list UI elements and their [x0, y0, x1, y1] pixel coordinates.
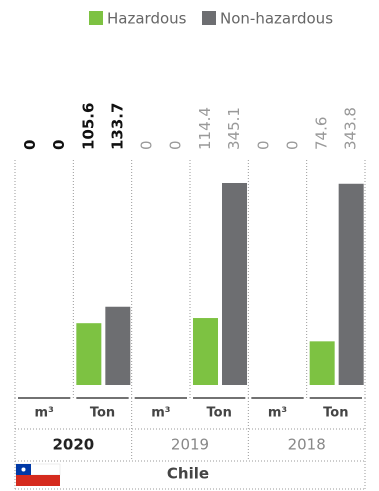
- legend-label: Non-hazardous: [220, 10, 333, 28]
- value-label: 0: [50, 140, 68, 150]
- value-label: 0: [283, 140, 301, 150]
- bar: [222, 183, 247, 385]
- legend-label: Hazardous: [107, 10, 187, 28]
- bar: [105, 306, 131, 385]
- unit-label: Ton: [323, 406, 348, 421]
- value-label: 133.7: [108, 103, 126, 150]
- year-label: 2019: [171, 436, 209, 454]
- bar: [193, 318, 218, 385]
- country-label: Chile: [167, 465, 209, 483]
- bar: [309, 341, 335, 385]
- value-label: 105.6: [79, 103, 97, 150]
- unit-label: m³: [35, 406, 54, 421]
- value-label: 345.1: [225, 107, 243, 150]
- bar: [76, 323, 102, 385]
- value-label: 0: [138, 140, 156, 150]
- unit-label: m³: [151, 406, 170, 421]
- year-label: 2018: [288, 436, 326, 454]
- legend-swatch: [202, 11, 216, 25]
- value-label: 343.8: [342, 107, 360, 150]
- value-label: 0: [21, 140, 39, 150]
- value-label: 114.4: [196, 107, 214, 150]
- unit-label: Ton: [207, 406, 232, 421]
- value-label: 0: [254, 140, 272, 150]
- legend-swatch: [89, 11, 103, 25]
- flag: [15, 463, 61, 486]
- year-label: 2020: [52, 436, 94, 454]
- value-label: 0: [167, 140, 185, 150]
- value-label: 74.6: [313, 117, 331, 150]
- unit-label: m³: [268, 406, 287, 421]
- bar: [338, 183, 364, 385]
- unit-label: Ton: [90, 406, 115, 421]
